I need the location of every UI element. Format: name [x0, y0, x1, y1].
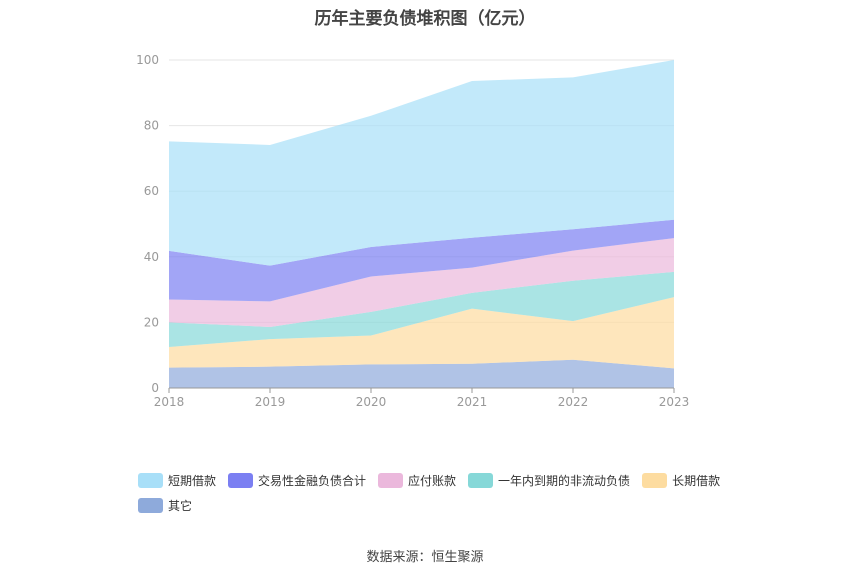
y-tick-label: 0: [151, 381, 159, 395]
x-tick-label: 2018: [154, 395, 185, 409]
axes: 0 20 40 60 80 100 2018 2019 2020 2021 2022 2023: [136, 53, 689, 409]
stacked-area-chart: 0 20 40 60 80 100 2018 2019 2020 2021 2022 2023: [136, 53, 689, 409]
x-tick-label: 2019: [255, 395, 286, 409]
legend-swatch: [378, 473, 404, 488]
x-tick-label: 2021: [457, 395, 488, 409]
area-series-4[interactable]: [169, 219, 674, 302]
legend-swatch: [138, 498, 163, 513]
legend-swatch: [468, 473, 494, 488]
y-tick-label: 100: [136, 53, 159, 67]
legend-label: 其它: [168, 499, 193, 513]
legend-item[interactable]: 一年内到期的非流动负债: [468, 472, 630, 489]
legend-item[interactable]: 长期借款: [642, 472, 720, 489]
area-series-2[interactable]: [169, 271, 674, 347]
area-series-1[interactable]: [169, 297, 674, 369]
x-tick-label: 2022: [558, 395, 589, 409]
x-tick-label: 2023: [659, 395, 690, 409]
legend-label: 短期借款: [168, 474, 217, 488]
legend-label: 交易性金融负债合计: [258, 474, 367, 488]
y-tick-label: 80: [144, 119, 159, 133]
legend-label: 长期借款: [672, 474, 721, 488]
data-source: 数据来源：恒生聚源: [366, 550, 484, 565]
area-series-5[interactable]: [169, 60, 674, 266]
area-series[interactable]: [169, 60, 674, 388]
legend-item[interactable]: 交易性金融负债合计: [228, 472, 366, 489]
legend-item[interactable]: 短期借款: [138, 472, 216, 489]
area-series-3[interactable]: [169, 238, 674, 327]
legend-label: 应付账款: [408, 474, 457, 488]
area-series-0[interactable]: [169, 359, 674, 388]
legend-label: 一年内到期的非流动负债: [498, 474, 631, 488]
x-tick-label: 2020: [356, 395, 387, 409]
chart-title: 历年主要负债堆积图（亿元）: [314, 9, 536, 29]
legend: 短期借款 交易性金融负债合计 应付账款 一年内到期的非流动负债 长期借款其它: [138, 472, 738, 514]
legend-item[interactable]: 应付账款: [378, 472, 456, 489]
legend-swatch: [228, 473, 254, 488]
y-tick-label: 20: [144, 315, 159, 329]
y-tick-label: 60: [144, 184, 159, 198]
legend-item[interactable]: 其它: [138, 497, 192, 514]
y-tick-label: 40: [144, 250, 159, 264]
legend-swatch: [138, 473, 163, 488]
legend-swatch: [642, 473, 668, 488]
